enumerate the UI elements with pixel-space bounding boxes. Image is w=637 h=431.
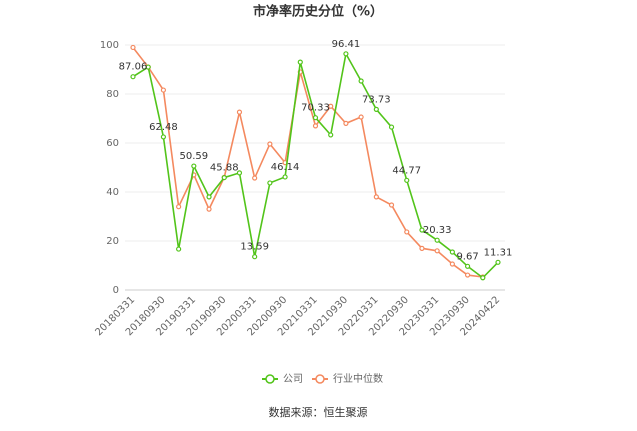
y-tick-label: 20 <box>106 236 119 247</box>
point <box>252 175 258 181</box>
point <box>221 174 227 181</box>
point <box>312 115 319 121</box>
point <box>236 109 243 115</box>
data-label: 50.59 <box>180 151 209 162</box>
point <box>206 206 212 212</box>
point <box>404 229 410 235</box>
point <box>449 249 455 255</box>
y-tick-label: 60 <box>106 138 119 149</box>
point <box>267 141 273 147</box>
point <box>404 177 410 183</box>
point <box>434 248 440 254</box>
point <box>343 51 349 57</box>
point <box>328 132 334 138</box>
point <box>358 114 364 120</box>
legend-label: 公司 <box>283 374 303 385</box>
point <box>373 194 379 200</box>
data-label: 45.88 <box>210 163 239 174</box>
point <box>464 272 471 278</box>
point <box>464 263 471 269</box>
chart-title: 市净率历史分位（%） <box>253 4 383 20</box>
point <box>160 87 167 93</box>
data-label: 73.73 <box>362 94 391 105</box>
point <box>297 59 303 65</box>
point <box>145 64 151 70</box>
point <box>252 254 258 260</box>
point <box>480 275 486 281</box>
data-label: 9.67 <box>456 251 478 262</box>
point <box>343 120 349 127</box>
source: 数据来源：恒生聚源 <box>269 405 368 419</box>
point <box>176 204 182 210</box>
data-label: 20.33 <box>423 225 452 236</box>
point <box>388 202 395 208</box>
point <box>373 106 379 112</box>
data-label: 96.41 <box>332 39 361 50</box>
data-label: 46.14 <box>271 162 300 173</box>
data-label: 44.77 <box>392 165 421 176</box>
point <box>191 163 197 169</box>
point <box>388 124 395 130</box>
point <box>312 123 319 129</box>
point <box>434 237 440 243</box>
point <box>328 103 334 109</box>
point <box>358 78 364 84</box>
legend-marker <box>315 374 325 384</box>
y-tick-label: 80 <box>106 89 119 100</box>
series-line <box>132 51 499 279</box>
point <box>206 194 212 200</box>
point <box>130 44 136 51</box>
data-label: 62.48 <box>149 122 178 133</box>
legend-label: 行业中位数 <box>333 372 383 385</box>
point <box>130 74 136 80</box>
data-label: 13.59 <box>240 242 269 253</box>
point <box>282 174 288 180</box>
point <box>495 259 501 265</box>
point <box>176 246 182 252</box>
point <box>419 227 425 233</box>
y-tick-label: 0 <box>113 285 119 296</box>
point <box>267 180 273 186</box>
data-label: 87.06 <box>119 62 148 73</box>
series-line <box>132 46 483 278</box>
point <box>236 170 243 176</box>
point <box>160 134 167 140</box>
y-tick-label: 100 <box>100 40 119 51</box>
data-label: 11.31 <box>484 247 513 258</box>
point <box>419 245 425 251</box>
legend-marker <box>265 374 275 384</box>
y-tick-label: 40 <box>106 187 119 198</box>
point <box>449 261 455 267</box>
data-label: 70.33 <box>301 103 330 114</box>
